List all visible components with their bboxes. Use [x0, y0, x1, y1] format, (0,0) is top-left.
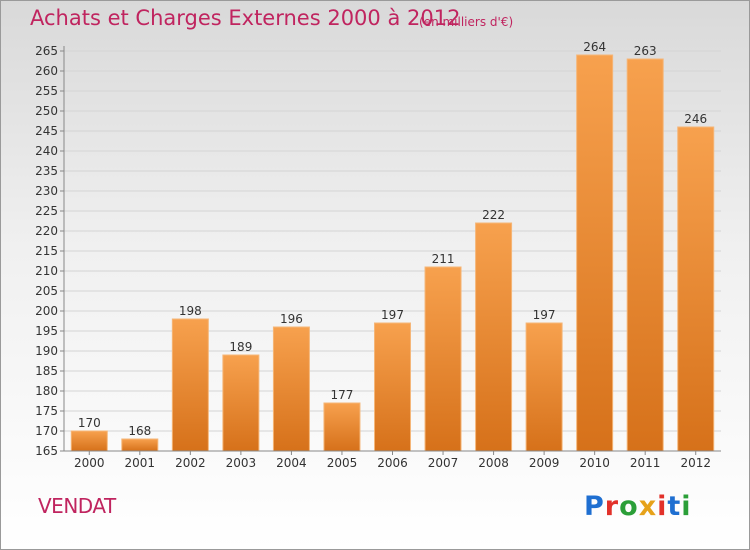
data-label-2010: 264	[583, 40, 606, 54]
y-tick-label: 205	[35, 284, 58, 298]
bar-2007	[424, 266, 462, 452]
x-tick-label-2009: 2009	[529, 456, 560, 470]
y-tick-label: 175	[35, 404, 58, 418]
y-tick-label: 195	[35, 324, 58, 338]
bar-2000	[70, 430, 108, 452]
bar-2002	[171, 318, 209, 452]
logo-letter: t	[667, 491, 682, 522]
x-tick-label-2012: 2012	[680, 456, 711, 470]
y-tick-label: 225	[35, 204, 58, 218]
y-tick-label: 170	[35, 424, 58, 438]
y-tick-label: 265	[35, 44, 58, 58]
data-label-2006: 197	[381, 308, 404, 322]
y-tick-label: 200	[35, 304, 58, 318]
proxiti-logo: Proxiti	[584, 491, 692, 522]
x-tick-label-2004: 2004	[276, 456, 307, 470]
y-tick-label: 220	[35, 224, 58, 238]
bar-2012	[677, 126, 715, 452]
logo-letter: P	[584, 491, 605, 522]
y-tick-label: 215	[35, 244, 58, 258]
x-tick-label-2005: 2005	[327, 456, 358, 470]
x-tick-label-2003: 2003	[226, 456, 257, 470]
bar-2008	[475, 222, 513, 452]
logo-letter: r	[604, 491, 620, 522]
bar-2010	[576, 54, 614, 452]
data-label-2001: 168	[128, 424, 151, 438]
data-label-2004: 196	[280, 312, 303, 326]
bar-2006	[374, 322, 411, 452]
x-tick-label-2006: 2006	[377, 456, 408, 470]
bar-2005	[323, 402, 361, 452]
y-tick-label: 190	[35, 344, 58, 358]
bar-2003	[222, 354, 260, 452]
bar-2011	[626, 58, 664, 452]
data-label-2011: 263	[634, 44, 657, 58]
data-label-2002: 198	[179, 304, 202, 318]
y-tick-label: 210	[35, 264, 58, 278]
bar-2001	[121, 438, 159, 452]
data-label-2000: 170	[78, 416, 101, 430]
data-label-2008: 222	[482, 208, 505, 222]
data-label-2009: 197	[533, 308, 556, 322]
data-label-2007: 211	[432, 252, 455, 266]
y-tick-label: 180	[35, 384, 58, 398]
y-tick-label: 240	[35, 144, 58, 158]
logo-letter: o	[619, 491, 639, 522]
x-tick-label-2002: 2002	[175, 456, 206, 470]
y-tick-label: 250	[35, 104, 58, 118]
bar-2009	[525, 322, 563, 452]
x-tick-label-2001: 2001	[125, 456, 156, 470]
x-tick-label-2011: 2011	[630, 456, 661, 470]
x-tick-label-2010: 2010	[579, 456, 610, 470]
y-tick-label: 230	[35, 184, 58, 198]
logo-letter: i	[681, 491, 692, 522]
logo-letter: i	[657, 491, 668, 522]
y-tick-label: 185	[35, 364, 58, 378]
x-tick-label-2000: 2000	[74, 456, 105, 470]
y-tick-label: 260	[35, 64, 58, 78]
data-label-2012: 246	[684, 112, 707, 126]
logo-letter: x	[638, 491, 658, 522]
y-tick-label: 255	[35, 84, 58, 98]
chart-subtitle: (en milliers d'€)	[419, 15, 514, 29]
bar-2004	[272, 326, 310, 452]
commune-name: VENDAT	[38, 494, 116, 518]
y-tick-label: 165	[35, 444, 58, 458]
x-tick-label-2007: 2007	[428, 456, 459, 470]
x-tick-label-2008: 2008	[478, 456, 509, 470]
y-tick-label: 235	[35, 164, 58, 178]
y-tick-label: 245	[35, 124, 58, 138]
data-label-2005: 177	[331, 388, 354, 402]
data-label-2003: 189	[229, 340, 252, 354]
chart-title: Achats et Charges Externes 2000 à 2012	[30, 6, 461, 30]
